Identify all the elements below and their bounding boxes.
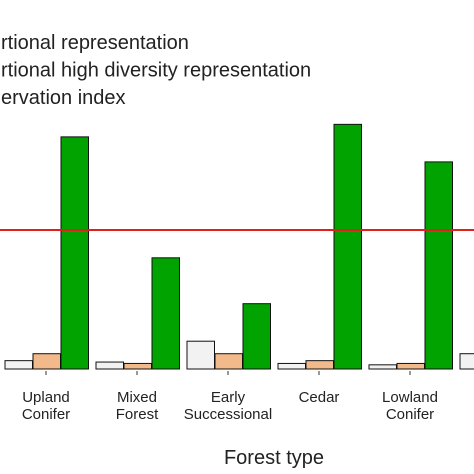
- legend-label: rtional representation: [1, 32, 189, 54]
- x-tick-label: Cedar: [299, 389, 340, 406]
- bar: [459, 353, 474, 370]
- bar: [277, 362, 306, 370]
- x-axis-title: Forest type: [224, 447, 324, 469]
- bar: [242, 303, 271, 370]
- x-tick-label-line: Early: [211, 389, 246, 406]
- bar: [333, 123, 362, 370]
- bar: [305, 360, 334, 370]
- x-tick-label-line: Forest: [116, 406, 159, 423]
- x-tick-label-line: Mixed: [117, 389, 157, 406]
- x-tick-label: Early Successional: [184, 389, 272, 423]
- x-tick-label: Mixed Forest: [116, 389, 159, 423]
- legend-label: rtional high diversity representation: [1, 60, 311, 82]
- x-tick-label-line: Cedar: [299, 389, 340, 406]
- bar: [60, 136, 89, 370]
- bar: [368, 364, 397, 370]
- x-tick-label-line: Conifer: [22, 406, 70, 423]
- x-tick-label-line: Upland: [22, 389, 70, 406]
- x-tick-label: Lowland Conifer: [382, 389, 438, 423]
- bar: [424, 161, 453, 370]
- bar: [32, 353, 61, 370]
- x-tick-label-line: Successional: [184, 406, 272, 423]
- bar: [214, 353, 243, 370]
- bar: [4, 360, 33, 370]
- x-tick-label: Upland Conifer: [22, 389, 70, 423]
- bar: [186, 340, 215, 370]
- bar: [396, 362, 425, 370]
- x-tick-label-line: Conifer: [386, 406, 434, 423]
- bar: [151, 257, 180, 370]
- x-tick-label-line: Lowland: [382, 389, 438, 406]
- legend-label: ervation index: [1, 87, 126, 109]
- bar: [95, 361, 124, 370]
- bar: [123, 362, 152, 370]
